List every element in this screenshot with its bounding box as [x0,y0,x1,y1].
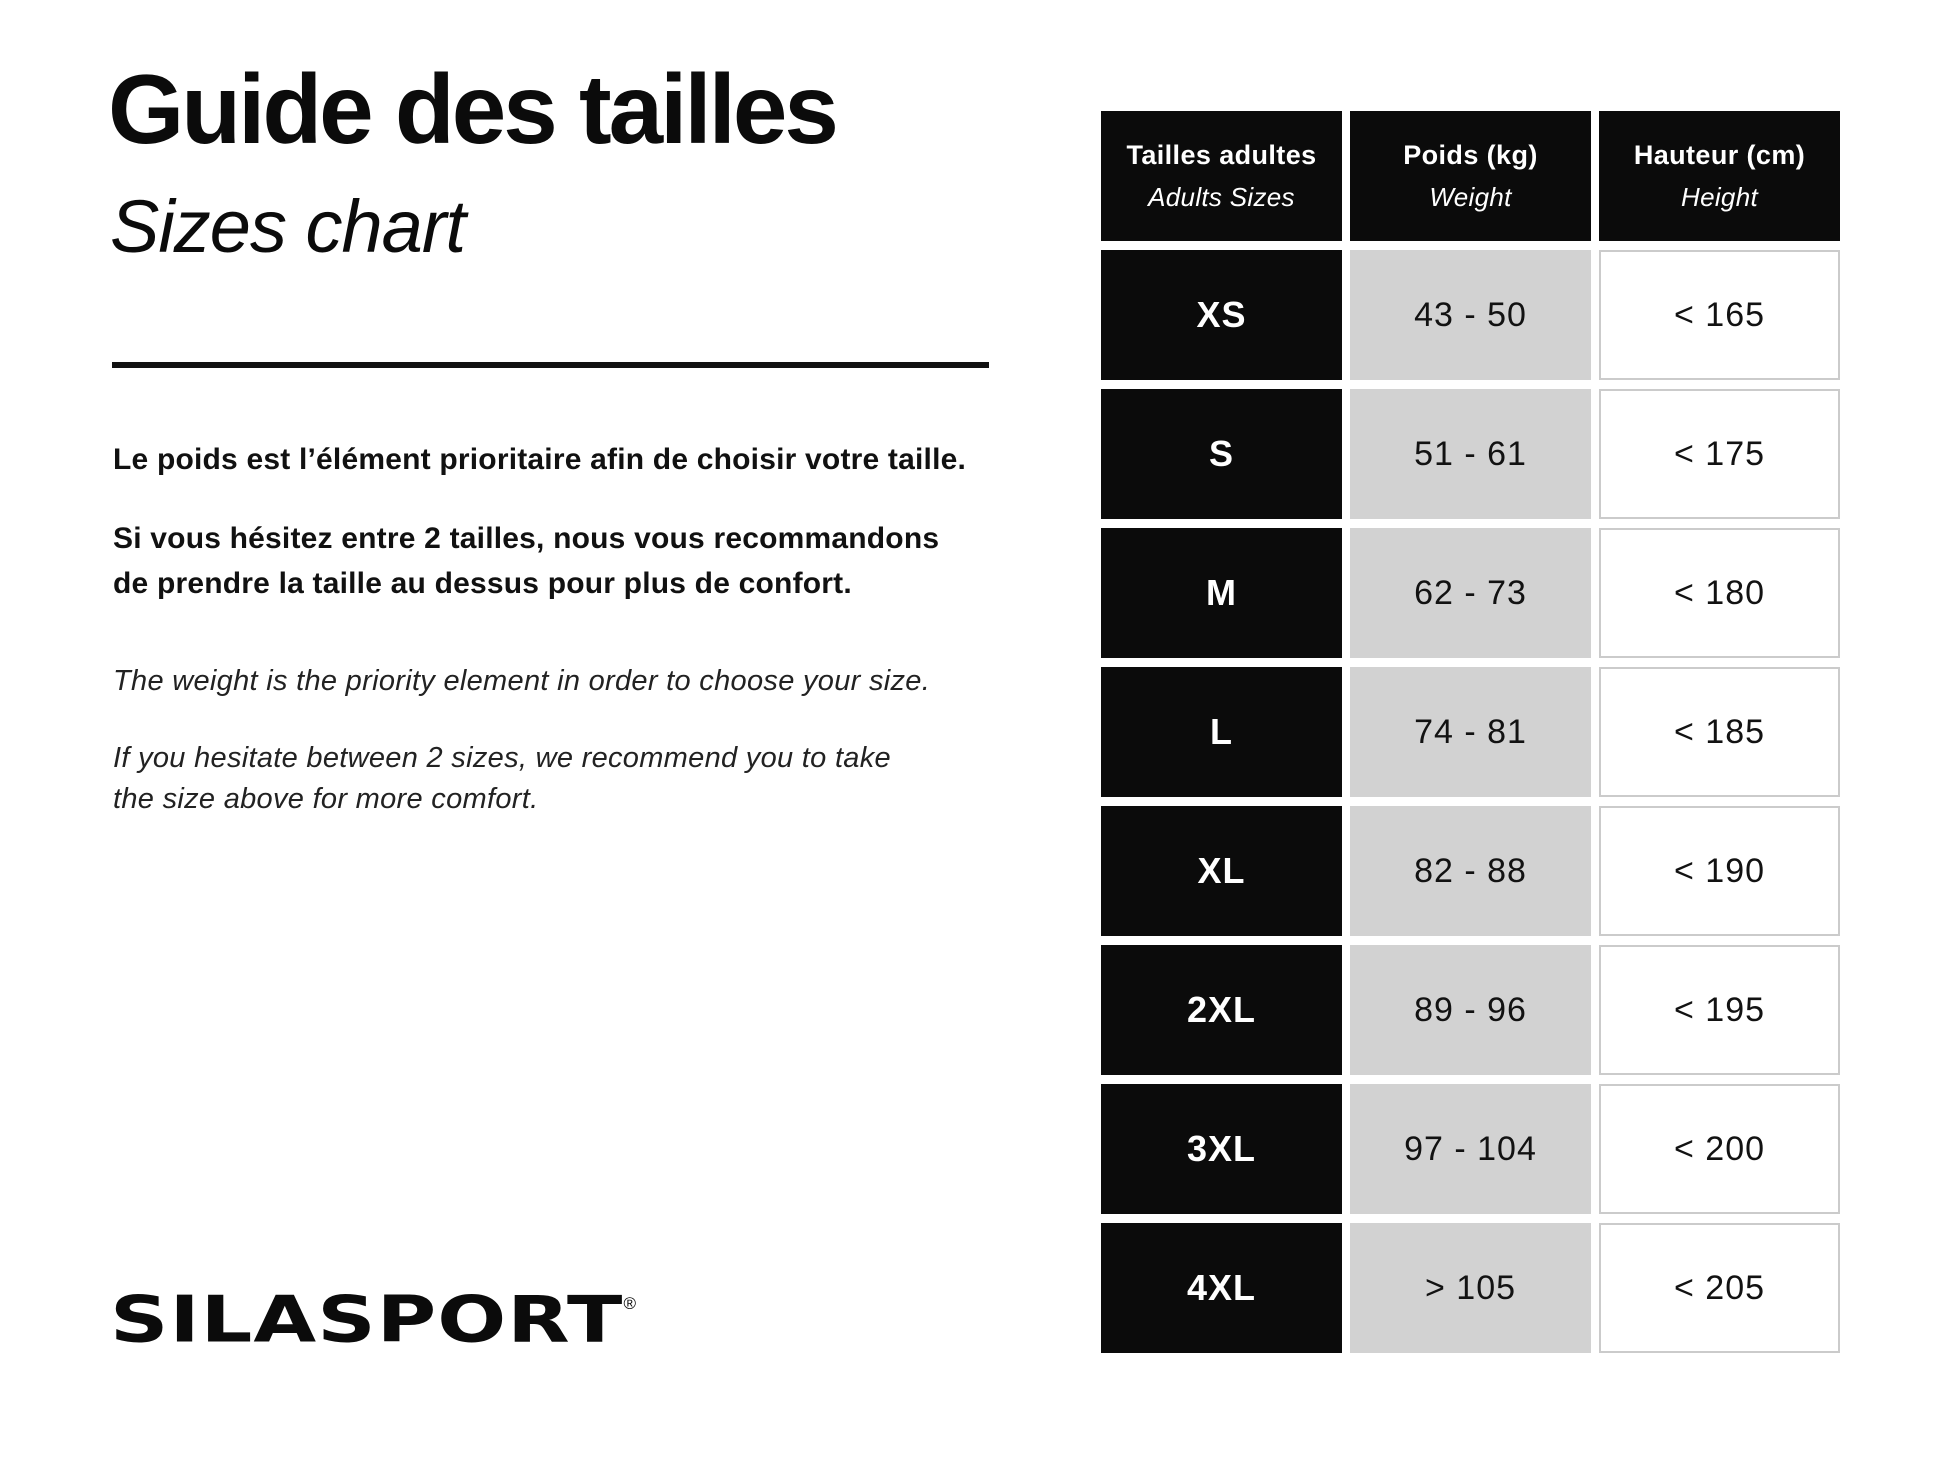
height-cell: < 175 [1599,389,1840,519]
height-cell: < 205 [1599,1223,1840,1353]
height-cell: < 195 [1599,945,1840,1075]
size-cell: S [1101,389,1342,519]
horizontal-divider [112,362,989,368]
weight-cell: 97 - 104 [1350,1084,1591,1214]
weight-cell: 82 - 88 [1350,806,1591,936]
weight-cell: 51 - 61 [1350,389,1591,519]
size-cell: XL [1101,806,1342,936]
size-cell: 3XL [1101,1084,1342,1214]
intro-paragraph-fr-1: Le poids est l’élément prioritaire afin … [113,443,967,476]
height-cell: < 185 [1599,667,1840,797]
weight-cell: 74 - 81 [1350,667,1591,797]
size-cell: M [1101,528,1342,658]
header-label-en: Weight [1429,181,1512,212]
page-title-english: Sizes chart [110,185,466,268]
page-title-french: Guide des tailles [108,54,839,164]
intro-paragraph-fr-2: Si vous hésitez entre 2 tailles, nous vo… [113,522,940,600]
size-table: Tailles adultes Adults Sizes Poids (kg) Wei… [1101,111,1840,1353]
size-cell: XS [1101,250,1342,380]
table-header-cell: Poids (kg) Weight [1350,111,1591,241]
height-cell: < 200 [1599,1084,1840,1214]
size-cell: 2XL [1101,945,1342,1075]
height-cell: < 180 [1599,528,1840,658]
height-cell: < 165 [1599,250,1840,380]
weight-cell: 89 - 96 [1350,945,1591,1075]
size-cell: 4XL [1101,1223,1342,1353]
intro-paragraph-en-2: If you hesitate between 2 sizes, we reco… [113,742,891,815]
registered-trademark-icon: ® [623,1294,636,1313]
size-cell: L [1101,667,1342,797]
brand-logo: SILASPORT ® [110,1283,636,1368]
header-label-en: Adults Sizes [1148,181,1295,212]
table-header-cell: Hauteur (cm) Height [1599,111,1840,241]
intro-paragraph-en-1: The weight is the priority element in or… [113,665,931,697]
weight-cell: > 105 [1350,1223,1591,1353]
brand-logo-text: SILASPORT [110,1283,624,1357]
header-label-fr: Hauteur (cm) [1633,139,1806,170]
height-cell: < 190 [1599,806,1840,936]
header-label-en: Height [1681,181,1758,212]
weight-cell: 43 - 50 [1350,250,1591,380]
table-header-cell: Tailles adultes Adults Sizes [1101,111,1342,241]
header-label-fr: Tailles adultes [1126,139,1317,170]
weight-cell: 62 - 73 [1350,528,1591,658]
header-label-fr: Poids (kg) [1403,139,1538,170]
